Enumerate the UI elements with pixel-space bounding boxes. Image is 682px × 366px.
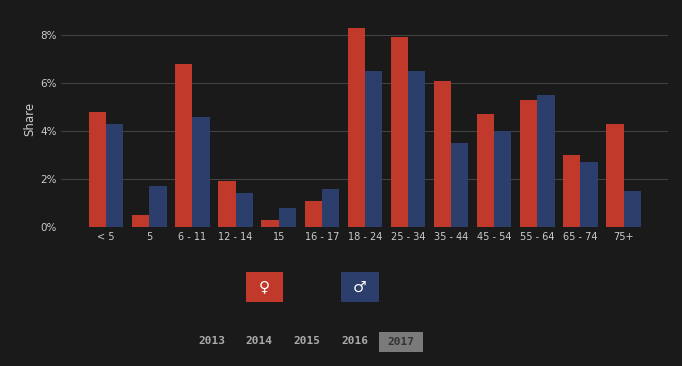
Bar <box>494 131 512 227</box>
Text: ♂: ♂ <box>353 279 366 294</box>
Bar <box>322 188 339 227</box>
Bar <box>451 143 469 227</box>
Bar <box>192 116 209 227</box>
Text: 2015: 2015 <box>293 336 321 346</box>
Bar <box>348 28 365 227</box>
Bar <box>563 155 580 227</box>
Text: 2017: 2017 <box>387 337 414 347</box>
Bar <box>537 95 554 227</box>
Bar <box>218 181 235 227</box>
Bar <box>365 71 382 227</box>
Bar <box>261 220 279 227</box>
Bar <box>623 191 641 227</box>
Bar <box>175 64 192 227</box>
Bar <box>580 162 597 227</box>
Text: 2014: 2014 <box>246 336 273 346</box>
Text: 2016: 2016 <box>341 336 368 346</box>
Bar <box>106 124 123 227</box>
Bar <box>391 37 408 227</box>
Bar <box>520 100 537 227</box>
Bar <box>305 201 322 227</box>
Bar <box>279 208 296 227</box>
Text: ♀: ♀ <box>258 279 270 294</box>
Bar <box>477 114 494 227</box>
Bar <box>132 215 149 227</box>
Bar <box>89 112 106 227</box>
Bar <box>149 186 166 227</box>
Bar <box>434 81 451 227</box>
Bar <box>606 124 623 227</box>
Bar <box>408 71 425 227</box>
Text: 2013: 2013 <box>198 336 225 346</box>
Bar <box>235 193 253 227</box>
Y-axis label: Share: Share <box>23 102 36 136</box>
